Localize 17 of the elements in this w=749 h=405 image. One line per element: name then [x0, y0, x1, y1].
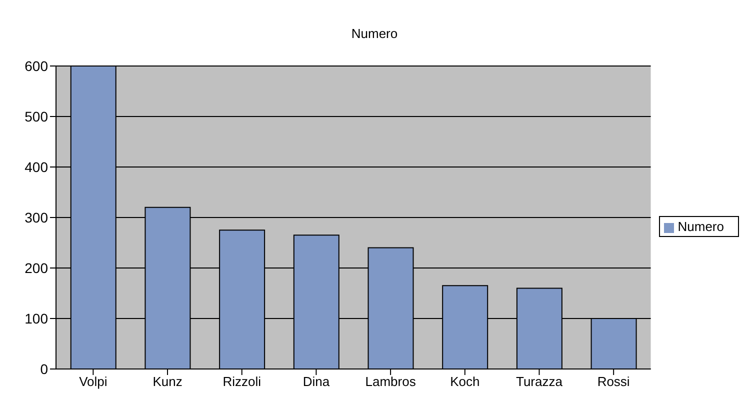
x-tick-label: Volpi	[79, 374, 108, 390]
legend-label: Numero	[678, 219, 724, 234]
y-tick-label: 300	[24, 209, 48, 226]
y-tick-label: 600	[24, 58, 48, 74]
x-tick-label: Turazza	[516, 374, 564, 390]
x-tick-label: Kunz	[152, 374, 182, 390]
chart-title: Numero	[350, 25, 399, 43]
y-tick-label: 200	[24, 260, 48, 276]
y-tick-label: 500	[24, 108, 48, 124]
x-tick-label: Lambros	[365, 374, 416, 390]
x-tick-label: Koch	[450, 374, 480, 390]
y-tick-label: 400	[24, 158, 48, 175]
y-tick-label: 0	[40, 360, 48, 377]
y-tick-label: 100	[24, 310, 48, 326]
x-tick-label: Rossi	[597, 374, 630, 390]
x-tick-label: Dina	[302, 374, 330, 390]
x-tick-label: Rizzoli	[222, 374, 262, 390]
